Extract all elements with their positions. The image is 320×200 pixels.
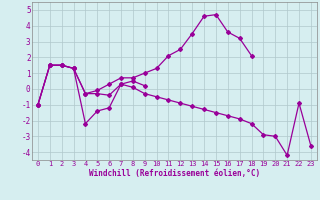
X-axis label: Windchill (Refroidissement éolien,°C): Windchill (Refroidissement éolien,°C) xyxy=(89,169,260,178)
